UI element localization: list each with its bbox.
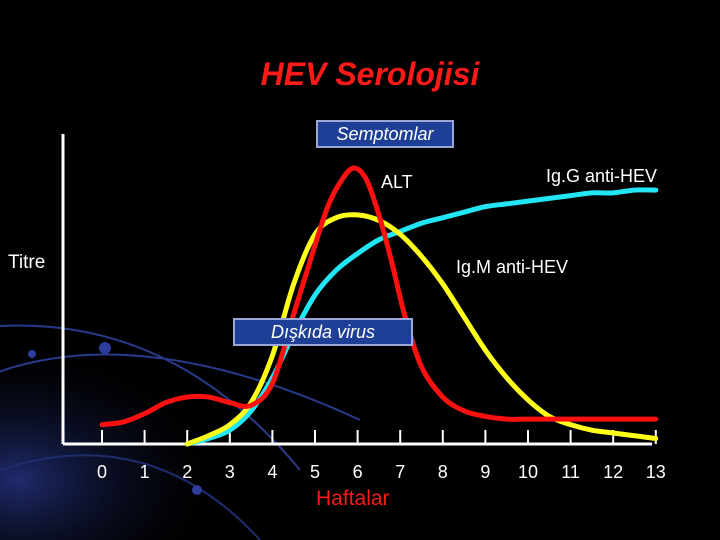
series-layer: [99, 165, 659, 447]
chart-axes: [61, 134, 657, 446]
x-tick-label: 5: [310, 462, 320, 482]
series-label-alt: ALT: [381, 172, 413, 192]
x-tick-label: 10: [518, 462, 538, 482]
series-line-ig-m-anti-hev: [184, 212, 659, 447]
chart-title: HEV Serolojisi: [260, 56, 480, 92]
series-label-igg: Ig.G anti-HEV: [546, 166, 658, 186]
x-tick-label: 11: [561, 462, 580, 482]
series-line-alt: [99, 165, 659, 428]
x-tick-label: 8: [438, 462, 448, 482]
x-tick-label: 4: [267, 462, 277, 482]
x-tick-label: 9: [480, 462, 490, 482]
x-tick-label: 12: [603, 462, 623, 482]
x-tick-label: 0: [97, 462, 107, 482]
virus-in-stool-label: Dışkıda virus: [233, 318, 413, 346]
y-axis-label: Titre: [8, 252, 46, 273]
x-axis-label: Haftalar: [316, 487, 390, 510]
symptoms-label: Semptomlar: [316, 120, 454, 148]
series-label-igm: Ig.M anti-HEV: [456, 257, 569, 277]
x-tick-labels: 0 1 2 3 4 5 6 7 8 9 10 11 12 13: [97, 462, 666, 482]
x-tick-label: 7: [395, 462, 405, 482]
x-tick-label: 13: [646, 462, 666, 482]
x-tick-label: 3: [225, 462, 235, 482]
x-tick-label: 1: [140, 462, 150, 482]
x-tick-label: 6: [353, 462, 363, 482]
series-line-ig-g-anti-hev: [184, 187, 659, 447]
x-tick-label: 2: [182, 462, 192, 482]
